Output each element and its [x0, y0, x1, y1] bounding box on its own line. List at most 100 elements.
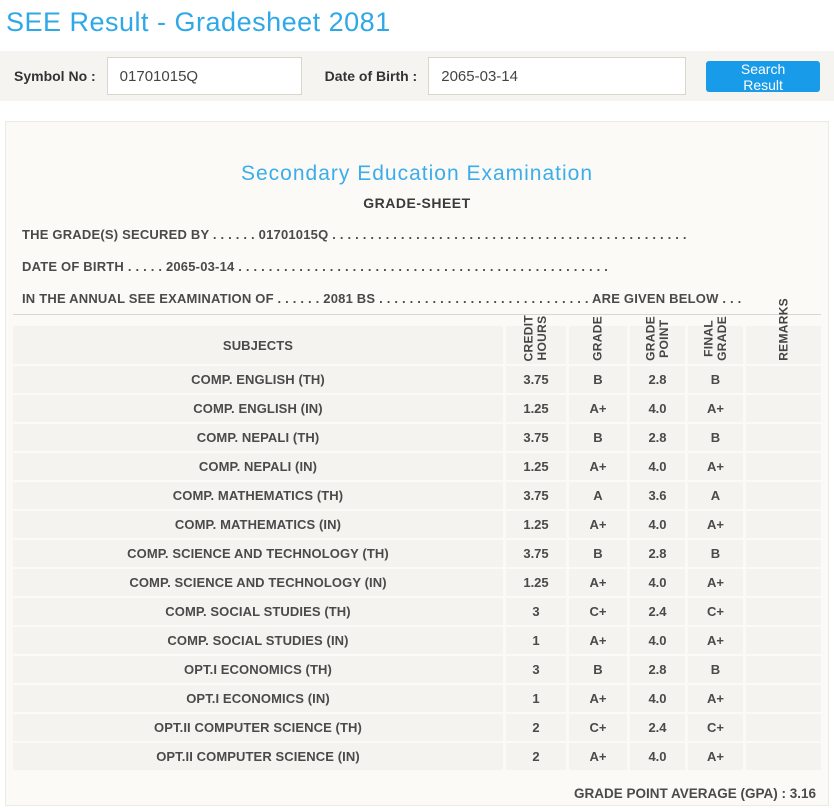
cell-grade-point: 4.0 [630, 685, 685, 712]
cell-grade-point: 2.8 [630, 366, 685, 393]
table-row: COMP. NEPALI (IN) 1.25 A+ 4.0 A+ [13, 453, 821, 480]
cell-credit-hours: 1 [506, 627, 566, 654]
cell-grade-point: 2.8 [630, 540, 685, 567]
cell-remarks [746, 569, 821, 596]
info-line-examination-of: IN THE ANNUAL SEE EXAMINATION OF . . . .… [22, 291, 742, 306]
cell-subject: COMP. MATHEMATICS (TH) [13, 482, 503, 509]
table-row: OPT.I ECONOMICS (IN) 1 A+ 4.0 A+ [13, 685, 821, 712]
cell-credit-hours: 3 [506, 656, 566, 683]
cell-remarks [746, 395, 821, 422]
cell-grade: A+ [569, 627, 627, 654]
info-block: THE GRADE(S) SECURED BY . . . . . . 0170… [13, 227, 821, 315]
cell-remarks [746, 424, 821, 451]
final-grade-header-label: FINAL GRADE [701, 316, 729, 361]
cell-remarks [746, 482, 821, 509]
cell-remarks [746, 627, 821, 654]
cell-grade-point: 2.8 [630, 656, 685, 683]
cell-grade-point: 4.0 [630, 395, 685, 422]
cell-subject: OPT.I ECONOMICS (TH) [13, 656, 503, 683]
gradesheet-panel: Secondary Education Examination GRADE-SH… [5, 121, 829, 806]
cell-grade-point: 4.0 [630, 569, 685, 596]
cell-credit-hours: 1.25 [506, 569, 566, 596]
cell-final-grade: B [688, 540, 743, 567]
grade-point-header-label: GRADE POINT [643, 316, 671, 361]
grade-point-header: GRADE POINT [630, 316, 685, 364]
cell-subject: COMP. SOCIAL STUDIES (TH) [13, 598, 503, 625]
table-row: COMP. SOCIAL STUDIES (TH) 3 C+ 2.4 C+ [13, 598, 821, 625]
table-row: COMP. SCIENCE AND TECHNOLOGY (TH) 3.75 B 2.… [13, 540, 821, 567]
cell-grade-point: 4.0 [630, 627, 685, 654]
cell-subject: COMP. NEPALI (TH) [13, 424, 503, 451]
info-line-date-of-birth: DATE OF BIRTH . . . . . 2065-03-14 . . .… [22, 259, 609, 274]
cell-final-grade: B [688, 366, 743, 393]
remarks-header: REMARKS [746, 298, 821, 364]
table-row: OPT.II COMPUTER SCIENCE (TH) 2 C+ 2.4 C+ [13, 714, 821, 741]
info-line-secured-by: THE GRADE(S) SECURED BY . . . . . . 0170… [22, 227, 687, 242]
cell-subject: COMP. SCIENCE AND TECHNOLOGY (TH) [13, 540, 503, 567]
cell-final-grade: B [688, 656, 743, 683]
cell-final-grade: A+ [688, 569, 743, 596]
cell-final-grade: C+ [688, 714, 743, 741]
subjects-header: SUBJECTS [13, 326, 503, 364]
cell-grade: B [569, 424, 627, 451]
cell-grade: B [569, 366, 627, 393]
dob-label: Date of Birth : [324, 68, 418, 84]
cell-grade: A+ [569, 743, 627, 770]
table-row: OPT.I ECONOMICS (TH) 3 B 2.8 B [13, 656, 821, 683]
cell-credit-hours: 3.75 [506, 366, 566, 393]
cell-grade: A+ [569, 453, 627, 480]
symbol-no-input[interactable] [106, 57, 302, 95]
cell-subject: OPT.II COMPUTER SCIENCE (IN) [13, 743, 503, 770]
search-bar: Symbol No : Date of Birth : Search Resul… [0, 51, 834, 101]
grade-header-label: GRADE [590, 316, 605, 361]
cell-grade-point: 2.4 [630, 598, 685, 625]
table-row: COMP. ENGLISH (IN) 1.25 A+ 4.0 A+ [13, 395, 821, 422]
remarks-header-label: REMARKS [775, 298, 790, 361]
cell-subject: COMP. MATHEMATICS (IN) [13, 511, 503, 538]
cell-subject: OPT.I ECONOMICS (IN) [13, 685, 503, 712]
dob-input[interactable] [428, 57, 687, 95]
search-result-button[interactable]: Search Result [706, 60, 820, 93]
cell-grade-point: 4.0 [630, 511, 685, 538]
cell-final-grade: A+ [688, 743, 743, 770]
table-row: OPT.II COMPUTER SCIENCE (IN) 2 A+ 4.0 A+ [13, 743, 821, 770]
credit-hours-header-label: CREDIT HOURS [521, 314, 549, 361]
cell-grade: C+ [569, 598, 627, 625]
cell-subject: COMP. ENGLISH (IN) [13, 395, 503, 422]
credit-hours-header: CREDIT HOURS [506, 315, 566, 364]
cell-remarks [746, 743, 821, 770]
cell-credit-hours: 2 [506, 714, 566, 741]
cell-remarks [746, 366, 821, 393]
table-row: COMP. NEPALI (TH) 3.75 B 2.8 B [13, 424, 821, 451]
cell-credit-hours: 3.75 [506, 482, 566, 509]
table-header-row: SUBJECTS CREDIT HOURS GRADE GRADE POINT … [13, 298, 821, 364]
cell-final-grade: A [688, 482, 743, 509]
cell-remarks [746, 540, 821, 567]
cell-final-grade: B [688, 424, 743, 451]
cell-remarks [746, 598, 821, 625]
cell-grade-point: 2.8 [630, 424, 685, 451]
cell-remarks [746, 714, 821, 741]
cell-grade-point: 4.0 [630, 453, 685, 480]
cell-credit-hours: 1.25 [506, 511, 566, 538]
cell-subject: COMP. SCIENCE AND TECHNOLOGY (IN) [13, 569, 503, 596]
cell-subject: COMP. ENGLISH (TH) [13, 366, 503, 393]
grade-header: GRADE [569, 316, 627, 364]
cell-final-grade: A+ [688, 511, 743, 538]
sheet-title: GRADE-SHEET [363, 195, 471, 211]
cell-grade-point: 2.4 [630, 714, 685, 741]
cell-remarks [746, 511, 821, 538]
cell-credit-hours: 1 [506, 685, 566, 712]
table-row: COMP. ENGLISH (TH) 3.75 B 2.8 B [13, 366, 821, 393]
cell-credit-hours: 3 [506, 598, 566, 625]
symbol-no-label: Symbol No : [14, 68, 96, 84]
cell-grade: A+ [569, 569, 627, 596]
cell-grade-point: 4.0 [630, 743, 685, 770]
cell-grade: A+ [569, 511, 627, 538]
final-grade-header: FINAL GRADE [688, 316, 743, 364]
cell-remarks [746, 656, 821, 683]
cell-subject: OPT.II COMPUTER SCIENCE (TH) [13, 714, 503, 741]
cell-subject: COMP. NEPALI (IN) [13, 453, 503, 480]
cell-grade: A [569, 482, 627, 509]
gradesheet-table: SUBJECTS CREDIT HOURS GRADE GRADE POINT … [10, 298, 824, 772]
